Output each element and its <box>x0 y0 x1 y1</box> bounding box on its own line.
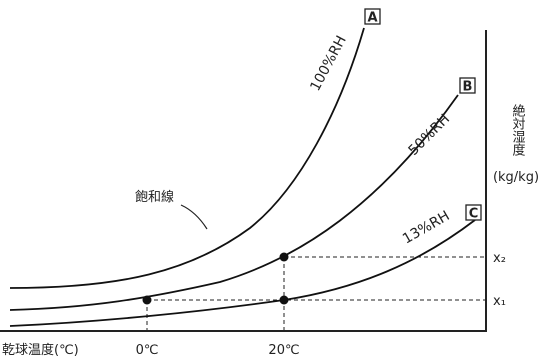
series-line-100rh <box>9 27 365 289</box>
marker-a: A <box>364 8 381 26</box>
point-50rh-20c <box>279 252 289 262</box>
marker-c: C <box>465 204 482 222</box>
y-tick-x2: x₂ <box>493 251 506 266</box>
x-axis-label: 乾球温度(℃) <box>2 342 79 358</box>
y-axis-label: 絶対湿度 <box>510 103 526 156</box>
marker-a-text: A <box>367 11 377 26</box>
saturation-line-label: 飽和線 <box>135 189 174 205</box>
saturation-line-pointer <box>180 204 208 230</box>
x-tick-20c: 20℃ <box>268 343 299 358</box>
series-label-50rh: 50%RH <box>406 111 454 159</box>
y-tick-x1: x₁ <box>493 294 506 309</box>
y-axis-label-text: 絶対湿度 <box>510 103 526 156</box>
marker-b-text: B <box>463 80 473 95</box>
marker-b: B <box>459 77 476 95</box>
y-axis-unit: (kg/kg) <box>493 170 539 185</box>
point-13rh-20c <box>279 295 289 305</box>
point-50rh-0c <box>142 295 152 305</box>
marker-c-text: C <box>469 207 479 222</box>
series-line-50rh <box>9 94 459 311</box>
series-label-100rh: 100%RH <box>307 33 349 94</box>
x-tick-0c: 0℃ <box>136 343 159 358</box>
